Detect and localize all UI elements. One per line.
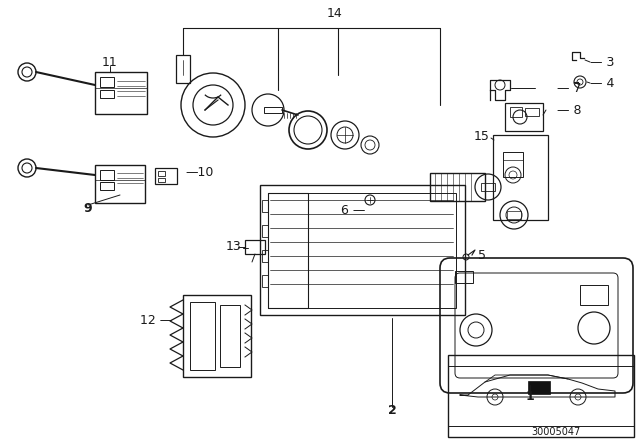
Bar (268, 193, 308, 308)
Text: 30005047: 30005047 (531, 427, 580, 437)
Bar (176, 55, 190, 83)
Text: — 8: — 8 (557, 103, 582, 116)
Bar (264, 107, 282, 113)
Text: — 4: — 4 (590, 77, 614, 90)
Bar (158, 171, 165, 176)
Text: 2: 2 (388, 404, 396, 417)
Bar (493, 135, 548, 220)
Text: 5: 5 (478, 249, 486, 262)
Text: 14: 14 (327, 7, 343, 20)
Text: 6 —: 6 — (340, 203, 365, 216)
Bar (481, 183, 495, 191)
Bar (528, 381, 550, 394)
Bar (507, 211, 521, 219)
Bar (268, 193, 456, 308)
Bar (100, 77, 114, 87)
Bar (95, 72, 147, 114)
Bar (158, 178, 165, 182)
Text: 15: 15 (474, 129, 490, 142)
Bar (100, 170, 114, 180)
Text: 11: 11 (102, 56, 118, 69)
Bar (155, 168, 177, 184)
Bar (183, 295, 251, 377)
Bar (448, 355, 634, 437)
Bar (503, 152, 523, 177)
Text: — 3: — 3 (590, 56, 614, 69)
Text: —10: —10 (185, 165, 213, 178)
Bar (100, 90, 114, 98)
Bar (262, 225, 268, 237)
Bar (525, 108, 539, 116)
Bar (100, 182, 114, 190)
Text: 12 —: 12 — (140, 314, 172, 327)
Bar (220, 305, 240, 367)
Bar (190, 302, 215, 370)
Text: — 7: — 7 (557, 82, 582, 95)
Bar (260, 185, 465, 315)
Bar (580, 285, 608, 305)
Bar (262, 250, 268, 262)
Text: 1: 1 (525, 389, 534, 402)
Bar (505, 103, 543, 131)
Bar (430, 173, 485, 201)
Bar (262, 275, 268, 287)
Bar (95, 165, 145, 203)
Bar (455, 271, 473, 283)
Bar (510, 107, 522, 117)
Bar (245, 240, 265, 254)
Text: 13: 13 (225, 240, 241, 253)
Bar (262, 200, 268, 212)
Text: 9: 9 (84, 202, 92, 215)
